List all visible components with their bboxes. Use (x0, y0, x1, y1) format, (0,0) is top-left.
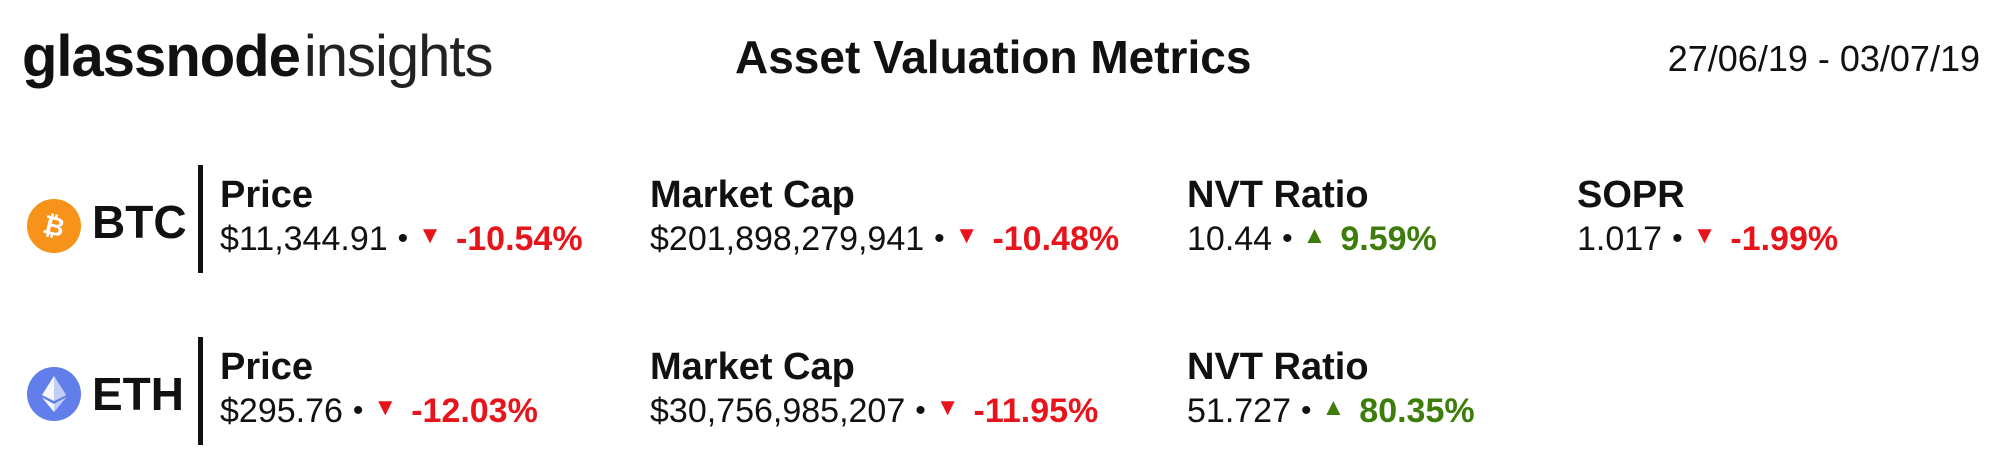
separator-dot: • (397, 222, 409, 255)
asset-row-btc: ₿ BTC Price $11,344.91 • ▼ -10.54% Marke… (0, 165, 2000, 285)
metric-change: -12.03% (411, 392, 538, 430)
metric-change: -10.48% (992, 220, 1120, 258)
ethereum-icon (27, 367, 81, 421)
metric-value: $201,898,279,941 (650, 220, 925, 258)
metric-label: Market Cap (650, 174, 855, 216)
logo-brand: glassnode (22, 24, 301, 89)
separator-dot: • (915, 394, 926, 427)
down-arrow-icon: ▼ (373, 394, 398, 421)
logo-suffix: insights (303, 24, 494, 89)
page-title: Asset Valuation Metrics (735, 31, 1252, 83)
separator-dot: • (934, 222, 945, 255)
date-range: 27/06/19 - 03/07/19 (1667, 38, 1980, 79)
separator-dot: • (1282, 222, 1293, 255)
metric-change: 9.59% (1340, 220, 1437, 258)
metric-value: 1.017 (1577, 220, 1663, 258)
row-divider (198, 165, 203, 273)
down-arrow-icon: ▼ (418, 222, 442, 249)
separator-dot: • (1672, 222, 1683, 255)
metric-label: NVT Ratio (1187, 346, 1369, 388)
metric-nvt-ratio: NVT Ratio 51.727 • ▲ 80.35% (1187, 345, 1475, 433)
down-arrow-icon: ▼ (954, 222, 979, 249)
metric-change: 80.35% (1359, 392, 1475, 430)
metric-market-cap: Market Cap $30,756,985,207 • ▼ -11.95% (650, 345, 1098, 433)
metric-change: -11.95% (973, 392, 1099, 430)
separator-dot: • (352, 394, 364, 427)
metric-label: Market Cap (650, 346, 855, 388)
up-arrow-icon: ▲ (1302, 222, 1327, 249)
asset-ticker: BTC (92, 196, 187, 248)
up-arrow-icon: ▲ (1321, 394, 1346, 421)
metric-value: 51.727 (1187, 392, 1291, 430)
asset-row-eth: ETH Price $295.76 • ▼ -12.03% Market Cap… (0, 337, 2000, 457)
down-arrow-icon: ▼ (935, 394, 960, 421)
metric-label: NVT Ratio (1187, 174, 1369, 216)
metric-value: $30,756,985,207 (650, 392, 906, 430)
separator-dot: • (1301, 394, 1312, 427)
row-divider (198, 337, 203, 445)
metric-market-cap: Market Cap $201,898,279,941 • ▼ -10.48% (650, 173, 1119, 261)
asset-ticker: ETH (92, 368, 184, 420)
metric-change: -10.54% (455, 220, 583, 258)
metric-label: Price (220, 346, 313, 388)
metric-price: Price $295.76 • ▼ -12.03% (220, 345, 538, 433)
metric-value: $11,344.91 (220, 220, 388, 258)
metric-label: Price (220, 174, 313, 216)
metric-sopr: SOPR 1.017 • ▼ -1.99% (1577, 173, 1838, 261)
metric-label: SOPR (1577, 174, 1685, 216)
bitcoin-icon: ₿ (27, 199, 81, 253)
metric-value: $295.76 (220, 392, 343, 430)
down-arrow-icon: ▼ (1692, 222, 1717, 249)
metric-nvt-ratio: NVT Ratio 10.44 • ▲ 9.59% (1187, 173, 1437, 261)
metric-value: 10.44 (1187, 220, 1273, 258)
svg-text:₿: ₿ (40, 211, 68, 241)
metric-price: Price $11,344.91 • ▼ -10.54% (220, 173, 583, 261)
metric-change: -1.99% (1730, 220, 1839, 258)
glassnode-insights-logo: glassnodeinsights (22, 28, 494, 86)
